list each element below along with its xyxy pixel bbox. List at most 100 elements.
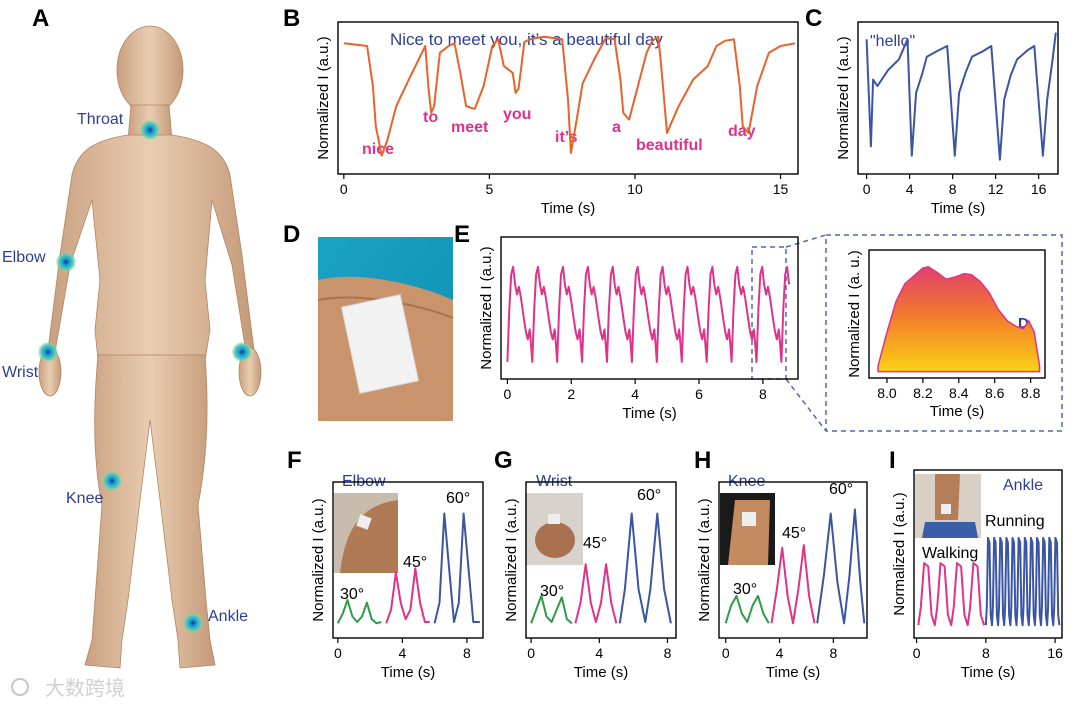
x-tick-label-I-1: 8	[982, 645, 990, 661]
chart-I: 0 8 16 Time (s) Normalized I (a.u.)	[891, 469, 1063, 681]
x-tick-label-F-0: 0	[334, 645, 342, 661]
location-elbow: Elbow	[2, 249, 46, 266]
x-tick-label-E-1: 2	[567, 386, 575, 402]
f-angle-30: 30°	[340, 586, 364, 603]
chart-G: 0 4 8 Time (s) Normalized I (a.u.)	[503, 481, 677, 681]
y-axis-label-E: Normalized I (a.u.)	[478, 246, 495, 369]
x-tick-label-E_inset-1: 8.2	[913, 385, 933, 401]
x-tick-label-H-2: 8	[829, 645, 837, 661]
x-tick-label-B-3: 15	[773, 181, 789, 197]
panel-label-i: I	[889, 447, 896, 474]
x-tick-label-E-4: 8	[759, 386, 767, 402]
word-meet: meet	[451, 119, 489, 136]
series-G-45	[574, 563, 618, 624]
panel-label-d: D	[283, 221, 300, 248]
series-E-pulse	[506, 265, 791, 363]
f-angle-45: 45°	[403, 554, 427, 571]
x-axis-label-I: Time (s)	[961, 664, 1015, 681]
word-beautiful: beautiful	[636, 137, 703, 154]
sensor-dot-throat	[140, 120, 160, 140]
watermark: 大数跨境	[11, 677, 125, 700]
x-tick-label-H-0: 0	[722, 645, 730, 661]
x-tick-label-F-1: 4	[398, 645, 406, 661]
series-C-hello	[865, 32, 1057, 161]
x-tick-label-B-2: 10	[627, 181, 643, 197]
x-tick-label-C-4: 16	[1031, 181, 1047, 197]
x-axis-label-C: Time (s)	[931, 200, 985, 217]
series-G-60	[618, 512, 672, 624]
x-tick-label-C-2: 8	[949, 181, 957, 197]
f-angle-60: 60°	[446, 490, 470, 507]
x-tick-label-E-0: 0	[503, 386, 511, 402]
series-G-30	[530, 594, 573, 625]
location-throat: Throat	[77, 111, 124, 128]
x-tick-label-E_inset-2: 8.4	[949, 385, 969, 401]
y-axis-label-E_inset: Normalized I (a. u.)	[846, 250, 863, 378]
series-H-45	[770, 544, 816, 625]
sensor-dot-wrist-left	[38, 342, 58, 362]
label-walking: Walking	[922, 545, 978, 562]
panel-label-f: F	[287, 447, 302, 474]
series-F-30	[336, 599, 382, 625]
x-tick-label-E_inset-0: 8.0	[877, 385, 897, 401]
g-angle-60: 60°	[637, 487, 661, 504]
sensor-patch	[340, 294, 420, 394]
plot-frame-E_inset	[868, 249, 1046, 379]
location-ankle: Ankle	[208, 608, 248, 625]
inset-frame	[825, 234, 1063, 432]
sensor-dot-ankle	[183, 613, 203, 633]
x-tick-label-E_inset-3: 8.6	[985, 385, 1005, 401]
x-axis-label-G: Time (s)	[574, 664, 628, 681]
plot-frame-E	[500, 236, 799, 380]
chart-F: 0 4 8 Time (s) Normalized I (a.u.)	[310, 481, 484, 681]
x-tick-label-H-1: 4	[776, 645, 784, 661]
word-you: you	[503, 106, 531, 123]
watermark-text: 大数跨境	[45, 677, 125, 700]
series-H-60	[816, 508, 866, 625]
x-tick-label-F-2: 8	[463, 645, 471, 661]
chart-E_inset: 8.0 8.2 8.4 8.6 8.8 Time (s) Normalized I (a. …	[846, 249, 1046, 420]
y-axis-label-F: Normalized I (a.u.)	[310, 498, 327, 621]
x-tick-label-G-1: 4	[595, 645, 603, 661]
g-angle-45: 45°	[583, 535, 607, 552]
sensor-dot-wrist-right	[232, 342, 252, 362]
chart-C: 0 4 8 12 16 Time (s) Normalized I (a.u.)	[835, 21, 1059, 217]
location-wrist: Wrist	[2, 364, 39, 381]
panel-d-photo	[317, 237, 454, 421]
label-running: Running	[985, 513, 1045, 530]
area-E_inset-0	[877, 266, 1041, 373]
panel-label-e: E	[454, 221, 470, 248]
x-tick-label-I-0: 0	[913, 645, 921, 661]
series-B-speech	[343, 35, 796, 157]
title-b: Nice to meet you, it’s a beautiful day	[390, 30, 663, 49]
chart-E: 0 2 4 6 8 Time (s) Normalized I (a.u.)	[478, 236, 799, 422]
x-tick-label-B-0: 0	[340, 181, 348, 197]
y-axis-label-H: Normalized I (a.u.)	[696, 498, 713, 621]
x-tick-label-E_inset-4: 8.8	[1021, 385, 1041, 401]
x-tick-label-G-0: 0	[527, 645, 535, 661]
x-axis-label-B: Time (s)	[541, 200, 595, 217]
x-tick-label-G-2: 8	[664, 645, 672, 661]
x-tick-label-C-3: 12	[988, 181, 1004, 197]
y-axis-label-G: Normalized I (a.u.)	[503, 498, 520, 621]
series-I-Walking	[917, 562, 986, 627]
plots: 0 5 10 15 Time (s) Normalized I (a.u.) 0 4 8 12 16…	[310, 21, 1063, 681]
plot-frame-B	[337, 21, 799, 175]
photo-ankle	[915, 474, 981, 538]
plot-frame-F	[332, 481, 484, 639]
h-angle-60: 60°	[829, 481, 853, 498]
panel-label-b: B	[283, 5, 300, 32]
h-angle-45: 45°	[782, 525, 806, 542]
plot-frame-I	[913, 469, 1063, 639]
series-F-60	[433, 512, 480, 624]
sensor-dot-elbow	[56, 252, 76, 272]
x-tick-label-C-1: 4	[906, 181, 914, 197]
sensor-dot-knee	[102, 471, 122, 491]
chart-H: 0 4 8 Time (s) Normalized I (a.u.)	[696, 481, 868, 681]
panel-label-h: H	[694, 447, 711, 474]
zoom-line-bottom	[785, 378, 827, 432]
y-axis-label-B: Normalized I (a.u.)	[315, 36, 332, 159]
title-i: Ankle	[1003, 477, 1043, 494]
plot-frame-C	[857, 21, 1059, 175]
